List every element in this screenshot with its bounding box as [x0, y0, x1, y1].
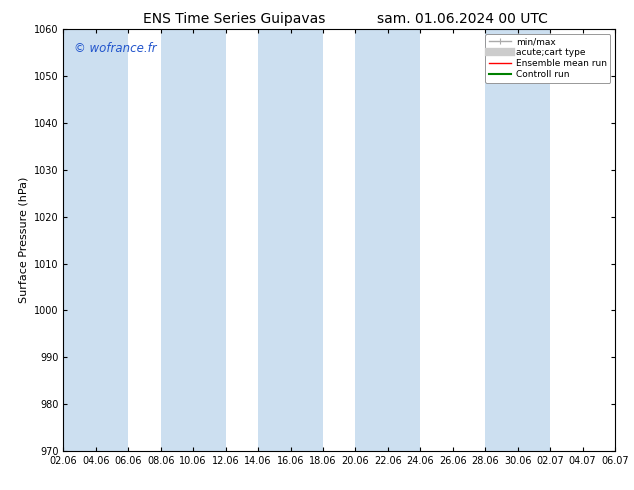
Bar — [485, 29, 550, 451]
Y-axis label: Surface Pressure (hPa): Surface Pressure (hPa) — [18, 177, 29, 303]
Legend: min/max, acute;cart type, Ensemble mean run, Controll run: min/max, acute;cart type, Ensemble mean … — [485, 34, 611, 82]
Bar — [356, 29, 420, 451]
Bar — [161, 29, 226, 451]
Text: ENS Time Series Guipavas: ENS Time Series Guipavas — [143, 12, 326, 26]
Bar — [63, 29, 128, 451]
Bar — [258, 29, 323, 451]
Text: © wofrance.fr: © wofrance.fr — [74, 42, 157, 55]
Text: sam. 01.06.2024 00 UTC: sam. 01.06.2024 00 UTC — [377, 12, 548, 26]
